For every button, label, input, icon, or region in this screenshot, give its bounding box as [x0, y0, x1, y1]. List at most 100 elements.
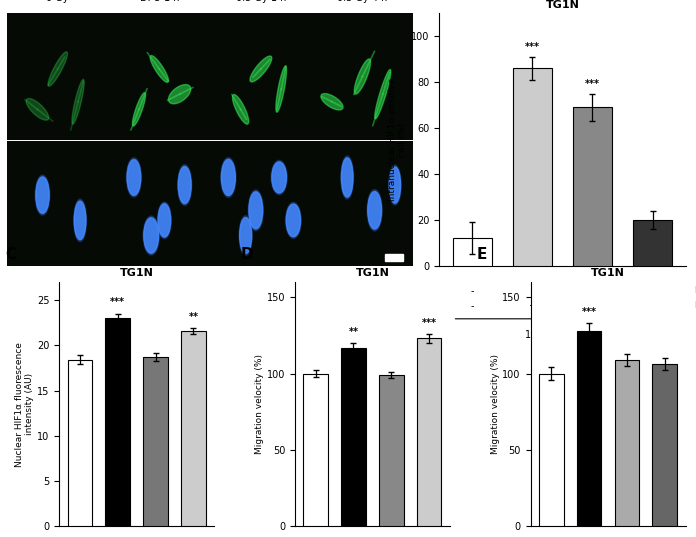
Ellipse shape	[286, 204, 301, 237]
Title: TG1N: TG1N	[120, 268, 154, 278]
Y-axis label: Intranuclear HIF1α-positive
cell (%): Intranuclear HIF1α-positive cell (%)	[388, 78, 407, 201]
Text: B: B	[378, 0, 389, 3]
Text: +: +	[589, 286, 596, 296]
Ellipse shape	[342, 158, 353, 197]
Text: -: -	[591, 301, 594, 311]
Text: 0.5 Gy 1 h: 0.5 Gy 1 h	[236, 0, 286, 3]
Text: **: **	[189, 311, 198, 322]
Bar	[453, 238, 492, 266]
Polygon shape	[232, 95, 248, 124]
Ellipse shape	[248, 190, 263, 231]
Y-axis label: Migration velocity (%): Migration velocity (%)	[255, 354, 264, 454]
Polygon shape	[354, 59, 370, 94]
Polygon shape	[150, 55, 168, 82]
Text: -: -	[530, 286, 534, 296]
Ellipse shape	[239, 216, 252, 256]
Polygon shape	[132, 92, 145, 126]
Bar	[7, 13, 109, 140]
Ellipse shape	[272, 162, 287, 193]
Text: ***: ***	[525, 42, 540, 53]
Text: D: D	[241, 248, 253, 263]
Title: TG1N: TG1N	[546, 0, 579, 10]
Polygon shape	[48, 52, 68, 86]
Polygon shape	[374, 69, 391, 119]
Bar	[210, 140, 312, 266]
Text: **: **	[349, 327, 358, 337]
Bar	[539, 374, 564, 526]
Ellipse shape	[389, 165, 401, 205]
Ellipse shape	[285, 202, 301, 238]
Polygon shape	[321, 93, 343, 110]
Ellipse shape	[74, 201, 86, 240]
Ellipse shape	[367, 192, 381, 229]
Text: +: +	[528, 301, 537, 311]
Ellipse shape	[389, 167, 401, 203]
Text: C: C	[5, 248, 16, 263]
Bar	[68, 360, 93, 526]
Ellipse shape	[271, 161, 287, 194]
Ellipse shape	[36, 177, 49, 213]
Text: 1 h: 1 h	[525, 330, 540, 340]
Ellipse shape	[157, 202, 171, 239]
Bar	[181, 331, 206, 526]
Ellipse shape	[178, 166, 191, 204]
Ellipse shape	[144, 218, 159, 253]
Bar	[106, 318, 130, 526]
Bar	[379, 375, 404, 526]
Polygon shape	[72, 79, 84, 124]
Bar	[312, 13, 413, 140]
Bar	[417, 338, 441, 526]
Polygon shape	[168, 85, 191, 104]
Bar	[513, 69, 552, 266]
Polygon shape	[276, 66, 287, 112]
Bar	[341, 347, 365, 526]
Text: ***: ***	[422, 318, 436, 328]
Ellipse shape	[35, 175, 50, 215]
Ellipse shape	[127, 159, 141, 195]
Bar	[652, 365, 677, 526]
Ellipse shape	[177, 165, 192, 206]
Bar	[303, 374, 328, 526]
Bar	[143, 357, 168, 526]
Text: -: -	[651, 301, 654, 311]
Bar	[210, 13, 312, 140]
Bar	[633, 220, 672, 266]
Bar	[573, 107, 612, 266]
Polygon shape	[26, 98, 49, 120]
Text: -: -	[470, 286, 474, 296]
Ellipse shape	[239, 217, 252, 253]
Title: TG1N: TG1N	[356, 268, 389, 278]
Ellipse shape	[127, 158, 141, 197]
Ellipse shape	[249, 192, 262, 229]
Text: ***: ***	[110, 297, 125, 308]
Bar	[109, 13, 210, 140]
Text: ***: ***	[585, 79, 600, 89]
Text: E: E	[476, 248, 487, 263]
Ellipse shape	[221, 157, 236, 198]
Ellipse shape	[158, 204, 171, 237]
Polygon shape	[250, 56, 272, 82]
Ellipse shape	[74, 199, 86, 242]
Text: 0 Gy: 0 Gy	[47, 0, 69, 3]
Bar	[7, 140, 109, 266]
Title: TG1N: TG1N	[591, 268, 625, 278]
Text: DFO: DFO	[695, 301, 696, 310]
Text: ***: ***	[582, 307, 596, 317]
Ellipse shape	[221, 159, 235, 195]
Bar	[109, 140, 210, 266]
Bar	[577, 331, 601, 526]
Ellipse shape	[143, 216, 159, 255]
Text: 0.5 Gy 4 h: 0.5 Gy 4 h	[338, 0, 388, 3]
Bar	[312, 140, 413, 266]
Y-axis label: Nuclear HIF1α fluorescence
intensity (AU): Nuclear HIF1α fluorescence intensity (AU…	[15, 342, 34, 467]
Text: Irr: Irr	[695, 286, 696, 295]
Ellipse shape	[341, 156, 354, 199]
Ellipse shape	[367, 190, 382, 231]
Text: 4 h: 4 h	[644, 330, 661, 340]
Text: +: +	[649, 286, 656, 296]
Y-axis label: Migration velocity (%): Migration velocity (%)	[491, 354, 500, 454]
Bar	[385, 255, 403, 261]
Bar	[615, 360, 639, 526]
Text: -: -	[470, 301, 474, 311]
Text: DFO 1 h: DFO 1 h	[140, 0, 179, 3]
